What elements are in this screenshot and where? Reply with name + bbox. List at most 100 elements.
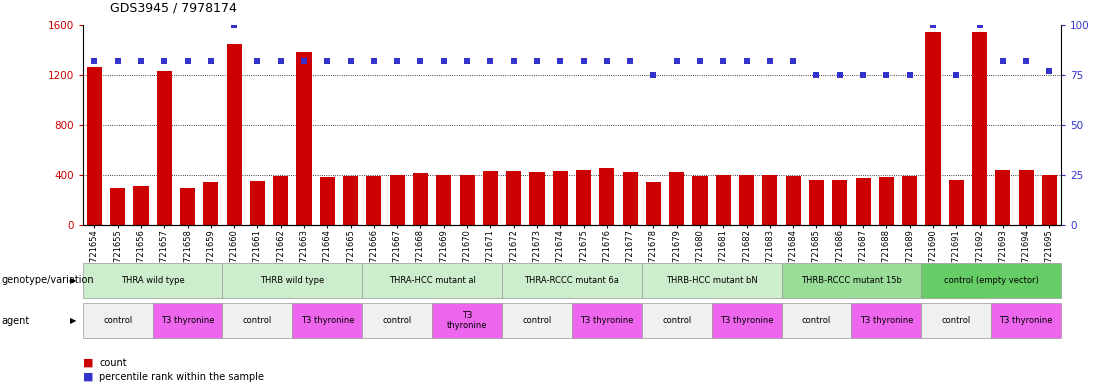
Bar bbox=[856, 179, 870, 225]
Text: T3 thyronine: T3 thyronine bbox=[161, 316, 214, 325]
Text: control: control bbox=[802, 316, 832, 325]
Bar bbox=[949, 180, 964, 225]
Point bbox=[761, 58, 779, 64]
Point bbox=[1017, 58, 1035, 64]
Point bbox=[854, 72, 871, 78]
Point bbox=[132, 58, 150, 64]
Text: THRB-RCCC mutant 15b: THRB-RCCC mutant 15b bbox=[801, 276, 902, 285]
Text: control: control bbox=[523, 316, 552, 325]
Bar bbox=[646, 182, 661, 225]
Text: agent: agent bbox=[1, 316, 30, 326]
Bar bbox=[320, 177, 335, 225]
Bar bbox=[529, 172, 545, 225]
Point bbox=[738, 58, 756, 64]
Point bbox=[156, 58, 173, 64]
Bar bbox=[413, 174, 428, 225]
Bar bbox=[972, 33, 987, 225]
Text: THRA-RCCC mutant 6a: THRA-RCCC mutant 6a bbox=[524, 276, 620, 285]
Point bbox=[435, 58, 452, 64]
Point bbox=[272, 58, 290, 64]
Point bbox=[388, 58, 406, 64]
Point bbox=[784, 58, 802, 64]
Text: genotype/variation: genotype/variation bbox=[1, 275, 94, 285]
Point bbox=[505, 58, 523, 64]
Bar bbox=[460, 175, 474, 225]
Point bbox=[807, 72, 825, 78]
Text: THRB-HCC mutant bN: THRB-HCC mutant bN bbox=[666, 276, 758, 285]
Point bbox=[296, 58, 313, 64]
Text: percentile rank within the sample: percentile rank within the sample bbox=[99, 372, 265, 382]
Point bbox=[552, 58, 569, 64]
Bar bbox=[808, 180, 824, 225]
Bar bbox=[553, 171, 568, 225]
Point bbox=[109, 58, 127, 64]
Point bbox=[342, 58, 360, 64]
Point bbox=[971, 22, 988, 28]
Text: ▶: ▶ bbox=[69, 276, 76, 285]
Bar bbox=[670, 172, 684, 225]
Bar bbox=[1042, 175, 1057, 225]
Point bbox=[994, 58, 1011, 64]
Bar bbox=[506, 171, 522, 225]
Bar bbox=[343, 176, 358, 225]
Bar bbox=[110, 189, 126, 225]
Point bbox=[202, 58, 219, 64]
Bar bbox=[693, 176, 708, 225]
Point bbox=[692, 58, 709, 64]
Bar bbox=[389, 175, 405, 225]
Point bbox=[319, 58, 336, 64]
Point bbox=[621, 58, 639, 64]
Bar bbox=[483, 171, 497, 225]
Point bbox=[878, 72, 896, 78]
Text: control: control bbox=[662, 316, 692, 325]
Bar bbox=[925, 33, 941, 225]
Bar bbox=[833, 180, 847, 225]
Text: ■: ■ bbox=[83, 372, 94, 382]
Point bbox=[901, 72, 919, 78]
Bar bbox=[785, 176, 801, 225]
Point bbox=[86, 58, 104, 64]
Bar bbox=[226, 44, 242, 225]
Bar bbox=[180, 189, 195, 225]
Bar bbox=[599, 169, 614, 225]
Point bbox=[411, 58, 429, 64]
Bar bbox=[716, 175, 731, 225]
Bar bbox=[436, 175, 451, 225]
Bar bbox=[576, 170, 591, 225]
Point bbox=[947, 72, 965, 78]
Bar bbox=[274, 176, 288, 225]
Bar bbox=[879, 177, 893, 225]
Text: THRA-HCC mutant al: THRA-HCC mutant al bbox=[388, 276, 475, 285]
Text: ▶: ▶ bbox=[69, 316, 76, 325]
Bar bbox=[297, 53, 311, 225]
Bar bbox=[87, 68, 101, 225]
Point bbox=[715, 58, 732, 64]
Text: T3
thyronine: T3 thyronine bbox=[447, 311, 488, 330]
Text: T3 thyronine: T3 thyronine bbox=[999, 316, 1053, 325]
Bar bbox=[622, 172, 638, 225]
Text: GDS3945 / 7978174: GDS3945 / 7978174 bbox=[110, 1, 237, 14]
Point bbox=[598, 58, 615, 64]
Text: THRA wild type: THRA wild type bbox=[120, 276, 184, 285]
Text: control: control bbox=[103, 316, 132, 325]
Text: control (empty vector): control (empty vector) bbox=[944, 276, 1039, 285]
Text: control: control bbox=[942, 316, 971, 325]
Bar bbox=[739, 175, 754, 225]
Point bbox=[482, 58, 500, 64]
Text: T3 thyronine: T3 thyronine bbox=[580, 316, 633, 325]
Bar bbox=[366, 176, 382, 225]
Point bbox=[528, 58, 546, 64]
Bar bbox=[1018, 170, 1034, 225]
Text: T3 thyronine: T3 thyronine bbox=[300, 316, 354, 325]
Bar bbox=[250, 181, 265, 225]
Text: control: control bbox=[383, 316, 411, 325]
Text: count: count bbox=[99, 358, 127, 368]
Bar bbox=[995, 170, 1010, 225]
Point bbox=[458, 58, 475, 64]
Point bbox=[179, 58, 196, 64]
Text: T3 thyronine: T3 thyronine bbox=[720, 316, 773, 325]
Point bbox=[668, 58, 686, 64]
Bar bbox=[203, 182, 218, 225]
Point bbox=[924, 22, 942, 28]
Point bbox=[831, 72, 848, 78]
